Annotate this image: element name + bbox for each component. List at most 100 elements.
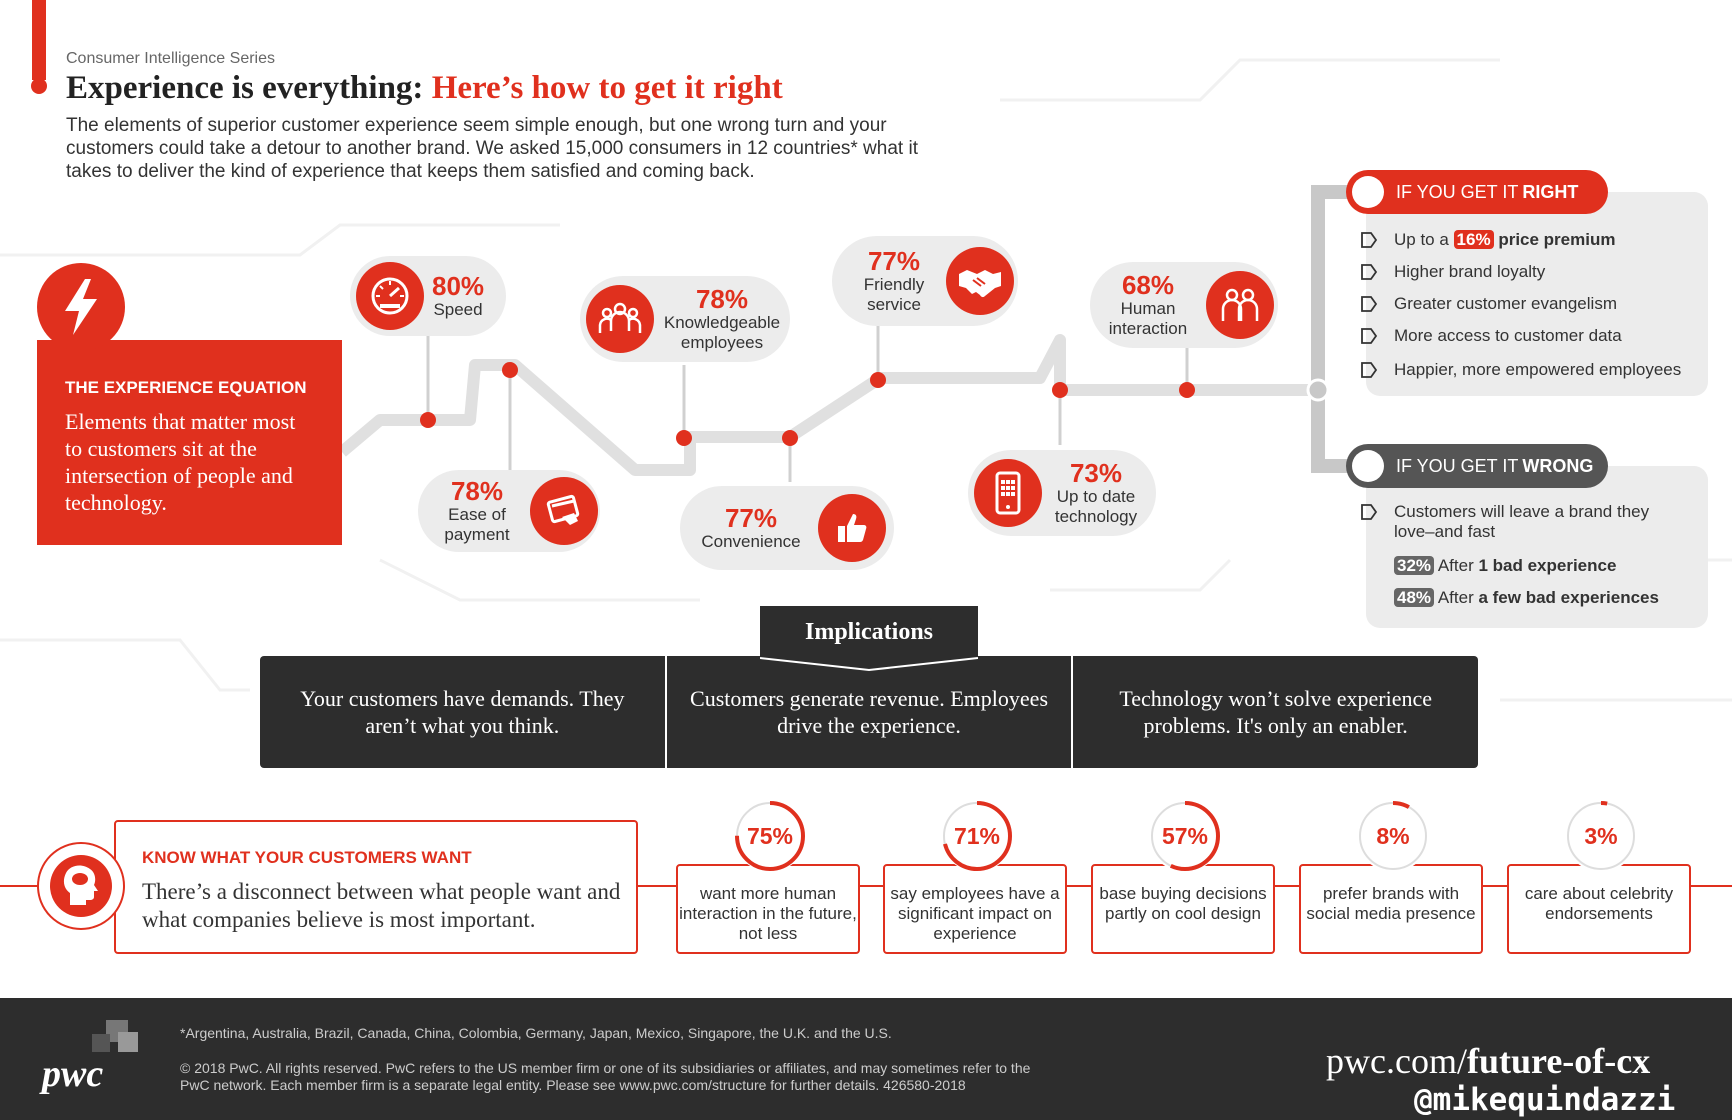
element-label: Human interaction (1108, 299, 1188, 338)
element-label: Speed (433, 300, 483, 319)
know-text: There’s a disconnect between what people… (142, 879, 621, 932)
head-thought-icon (37, 842, 125, 930)
benefit-item: Up to a 16% price premium (1361, 230, 1616, 250)
benefit-text: Happier, more empowered employees (1394, 360, 1682, 379)
url-path: future-of-cx (1466, 1041, 1651, 1081)
tag-label: IF YOU GET IT (1396, 181, 1519, 202)
benefit-item: More access to customer data (1361, 326, 1622, 346)
element-speed: 80% Speed (350, 256, 506, 336)
stat-label: want more human interaction in the futur… (679, 884, 857, 943)
know-section-rule (0, 885, 1732, 887)
header-accent-bar (32, 0, 46, 80)
element-pct: 78% (450, 476, 504, 506)
element-label: Knowledgeable employees (663, 313, 781, 352)
element-human-interaction: 68% Human interaction (1090, 262, 1278, 348)
benefit-item: Higher brand loyalty (1361, 262, 1546, 282)
element-label: Up to date technology (1054, 487, 1138, 526)
stat-text: 1 bad experience (1478, 556, 1617, 575)
element-convenience: 77% Convenience (680, 486, 894, 570)
equation-text: Elements that matter most to customers s… (65, 409, 296, 515)
element-pct: 73% (1069, 458, 1123, 488)
stat-text: a few bad experiences (1478, 588, 1659, 607)
consequence-stat: 32% After 1 bad experience (1394, 556, 1616, 576)
benefit-item: Greater customer evangelism (1361, 294, 1617, 314)
know-heading: KNOW WHAT YOUR CUSTOMERS WANT (142, 848, 472, 867)
tag-dot (1352, 450, 1384, 482)
stat-box: base buying decisions partly on cool des… (1091, 864, 1275, 954)
stat-ring-arc (1358, 801, 1428, 871)
credit-card-icon (530, 477, 598, 545)
implication-item: Your customers have demands. They aren’t… (260, 656, 667, 768)
benefit-text: Greater customer evangelism (1394, 294, 1617, 313)
arrow-tag-icon (1361, 296, 1378, 312)
page-title: Experience is everything: Here’s how to … (66, 70, 783, 107)
handshake-icon (946, 247, 1014, 315)
stat-value: 48% (1394, 588, 1435, 607)
arrow-tag-icon (1361, 504, 1378, 520)
tag-dot (1352, 176, 1384, 208)
tag-word: RIGHT (1522, 181, 1579, 202)
header-accent-dot (31, 78, 47, 94)
element-pct: 68% (1121, 270, 1175, 300)
element-friendly-service: 77% Friendly service (832, 236, 1018, 326)
get-it-wrong-list: Customers will leave a brand they love–a… (1361, 500, 1706, 626)
copyright: © 2018 PwC. All rights reserved. PwC ref… (180, 1060, 1031, 1093)
stat-label: say employees have a significant impact … (890, 884, 1060, 943)
implications-tab-notch (760, 656, 978, 672)
footnote: *Argentina, Australia, Brazil, Canada, C… (180, 1025, 892, 1041)
stat-ring: 75% (734, 800, 806, 872)
tag-label: IF YOU GET IT (1396, 455, 1519, 476)
footer-url[interactable]: pwc.com/future-of-cx (1326, 1040, 1650, 1082)
get-it-right-tag: IF YOU GET IT RIGHT (1346, 170, 1608, 214)
consequence-item: Customers will leave a brand they love–a… (1361, 502, 1694, 542)
stat-label: prefer brands with social media presence (1306, 884, 1476, 923)
stat-box: prefer brands with social media presence (1299, 864, 1483, 954)
stat-ring: 3% (1565, 800, 1637, 872)
stat-pct: 57% (1161, 822, 1209, 849)
stat-box: care about celebrity endorsements (1507, 864, 1691, 954)
stat-ring: 57% (1149, 800, 1221, 872)
element-pct: 77% (867, 246, 921, 276)
implications-band: Your customers have demands. They aren’t… (260, 656, 1478, 768)
stat-ring-arc (942, 801, 1012, 871)
stat-pct: 3% (1584, 822, 1618, 849)
social-handle: @mikequindazzi (1414, 1082, 1676, 1118)
consequence-text: Customers will leave a brand they love–a… (1394, 502, 1650, 541)
benefit-item: Happier, more empowered employees (1361, 360, 1682, 380)
element-up-to-date-technology: 73% Up to date technology (968, 450, 1156, 536)
arrow-tag-icon (1361, 264, 1378, 280)
series-label: Consumer Intelligence Series (66, 50, 275, 67)
arrow-tag-icon (1361, 328, 1378, 344)
stat-box: want more human interaction in the futur… (676, 864, 860, 954)
stat-ring-arc (735, 801, 805, 871)
benefit-text: Higher brand loyalty (1394, 262, 1546, 281)
two-people-icon (1206, 271, 1274, 339)
benefit-suffix: price premium (1498, 230, 1616, 249)
element-pct: 80% (432, 271, 485, 301)
element-label: Ease of payment (444, 505, 510, 544)
implication-item: Customers generate revenue. Employees dr… (667, 656, 1074, 768)
arrow-tag-icon (1361, 362, 1378, 378)
get-it-right-list: Up to a 16% price premium Higher brand l… (1361, 226, 1706, 396)
element-label: Convenience (701, 532, 801, 551)
arrow-tag-icon (1361, 232, 1378, 248)
element-label: Friendly service (863, 275, 925, 314)
stat-prefix: After (1437, 556, 1474, 575)
element-ease-of-payment: 78% Ease of payment (418, 470, 600, 552)
stat-label: base buying decisions partly on cool des… (1099, 884, 1267, 923)
stat-ring-arc (1566, 801, 1636, 871)
pwc-logo: pwc (42, 1053, 104, 1095)
implications-title: Implications (760, 606, 978, 658)
stat-pct: 71% (953, 822, 1001, 849)
stat-label: care about celebrity endorsements (1524, 884, 1674, 923)
element-pct: 77% (724, 503, 778, 533)
pwc-logo-blocks (92, 1020, 138, 1052)
know-customers-box: KNOW WHAT YOUR CUSTOMERS WANT There’s a … (114, 820, 638, 954)
implication-item: Technology won’t solve experience proble… (1119, 686, 1433, 738)
tag-word: WRONG (1522, 455, 1594, 476)
smartphone-icon (974, 459, 1042, 527)
stat-pct: 75% (746, 822, 794, 849)
consequence-stat: 48% After a few bad experiences (1394, 588, 1659, 608)
benefit-prefix: Up to a (1394, 230, 1449, 249)
